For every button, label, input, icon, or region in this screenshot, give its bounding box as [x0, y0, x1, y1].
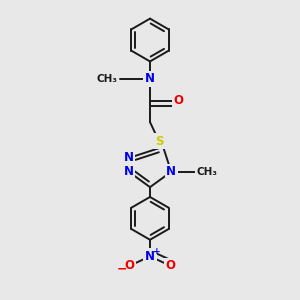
Text: S: S: [155, 135, 163, 148]
Text: CH₃: CH₃: [97, 74, 118, 84]
Text: N: N: [166, 165, 176, 178]
Text: −: −: [116, 262, 127, 275]
Text: +: +: [153, 248, 160, 256]
Text: N: N: [124, 165, 134, 178]
Text: N: N: [145, 250, 155, 263]
Text: CH₃: CH₃: [196, 167, 218, 177]
Text: O: O: [166, 260, 176, 272]
Text: N: N: [124, 152, 134, 164]
Text: O: O: [124, 260, 134, 272]
Text: O: O: [174, 94, 184, 107]
Text: N: N: [145, 72, 155, 85]
